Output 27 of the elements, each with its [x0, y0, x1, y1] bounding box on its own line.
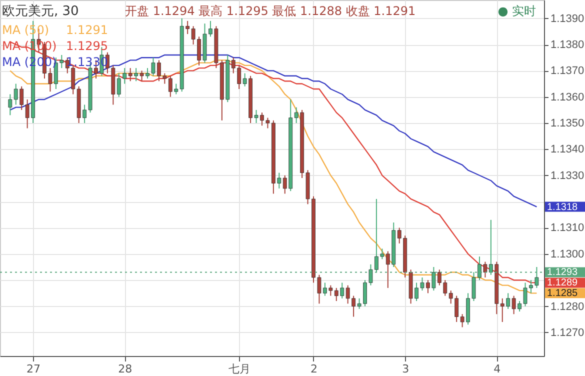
x-tick-label: 3 — [402, 362, 410, 376]
y-tick-label: 1.1300 — [550, 248, 584, 260]
y-tick-label: 1.1270 — [550, 326, 584, 339]
data-label: 1.1318 — [547, 202, 578, 213]
chart-title: 欧元美元, 30 — [2, 3, 79, 19]
x-tick-label: 七月 — [228, 362, 251, 376]
candlestick — [8, 94, 12, 116]
ref-line-label: 1.1293 — [547, 267, 578, 278]
y-tick-label: 1.1390 — [550, 12, 584, 25]
data-label: 1.1285 — [547, 288, 578, 300]
x-tick-label: 28 — [118, 362, 132, 376]
y-tick-label: 1.1350 — [550, 118, 584, 130]
data-label: 1.1289 — [547, 278, 578, 289]
y-tick-label: 1.1330 — [550, 170, 584, 182]
x-tick-label: 2 — [310, 362, 318, 376]
y-tick-label: 1.1310 — [550, 222, 584, 234]
y-tick-label: 1.1280 — [550, 300, 584, 313]
x-tick-label: 27 — [26, 362, 41, 376]
y-tick-label: 1.1370 — [550, 65, 584, 78]
y-tick-label: 1.1340 — [550, 144, 584, 156]
y-tick-label: 1.1380 — [550, 39, 584, 51]
x-tick-label: 4 — [494, 362, 501, 376]
annotation: 开盘 1.1294 最高 1.1295 最低 1.1288 收盘 1.1291 — [125, 4, 416, 18]
annotation: 1.1295 — [66, 39, 108, 53]
y-tick-label: 1.1360 — [550, 91, 584, 104]
annotation: 1.1291 — [66, 23, 108, 37]
annotation: ● 实时 — [498, 4, 536, 18]
